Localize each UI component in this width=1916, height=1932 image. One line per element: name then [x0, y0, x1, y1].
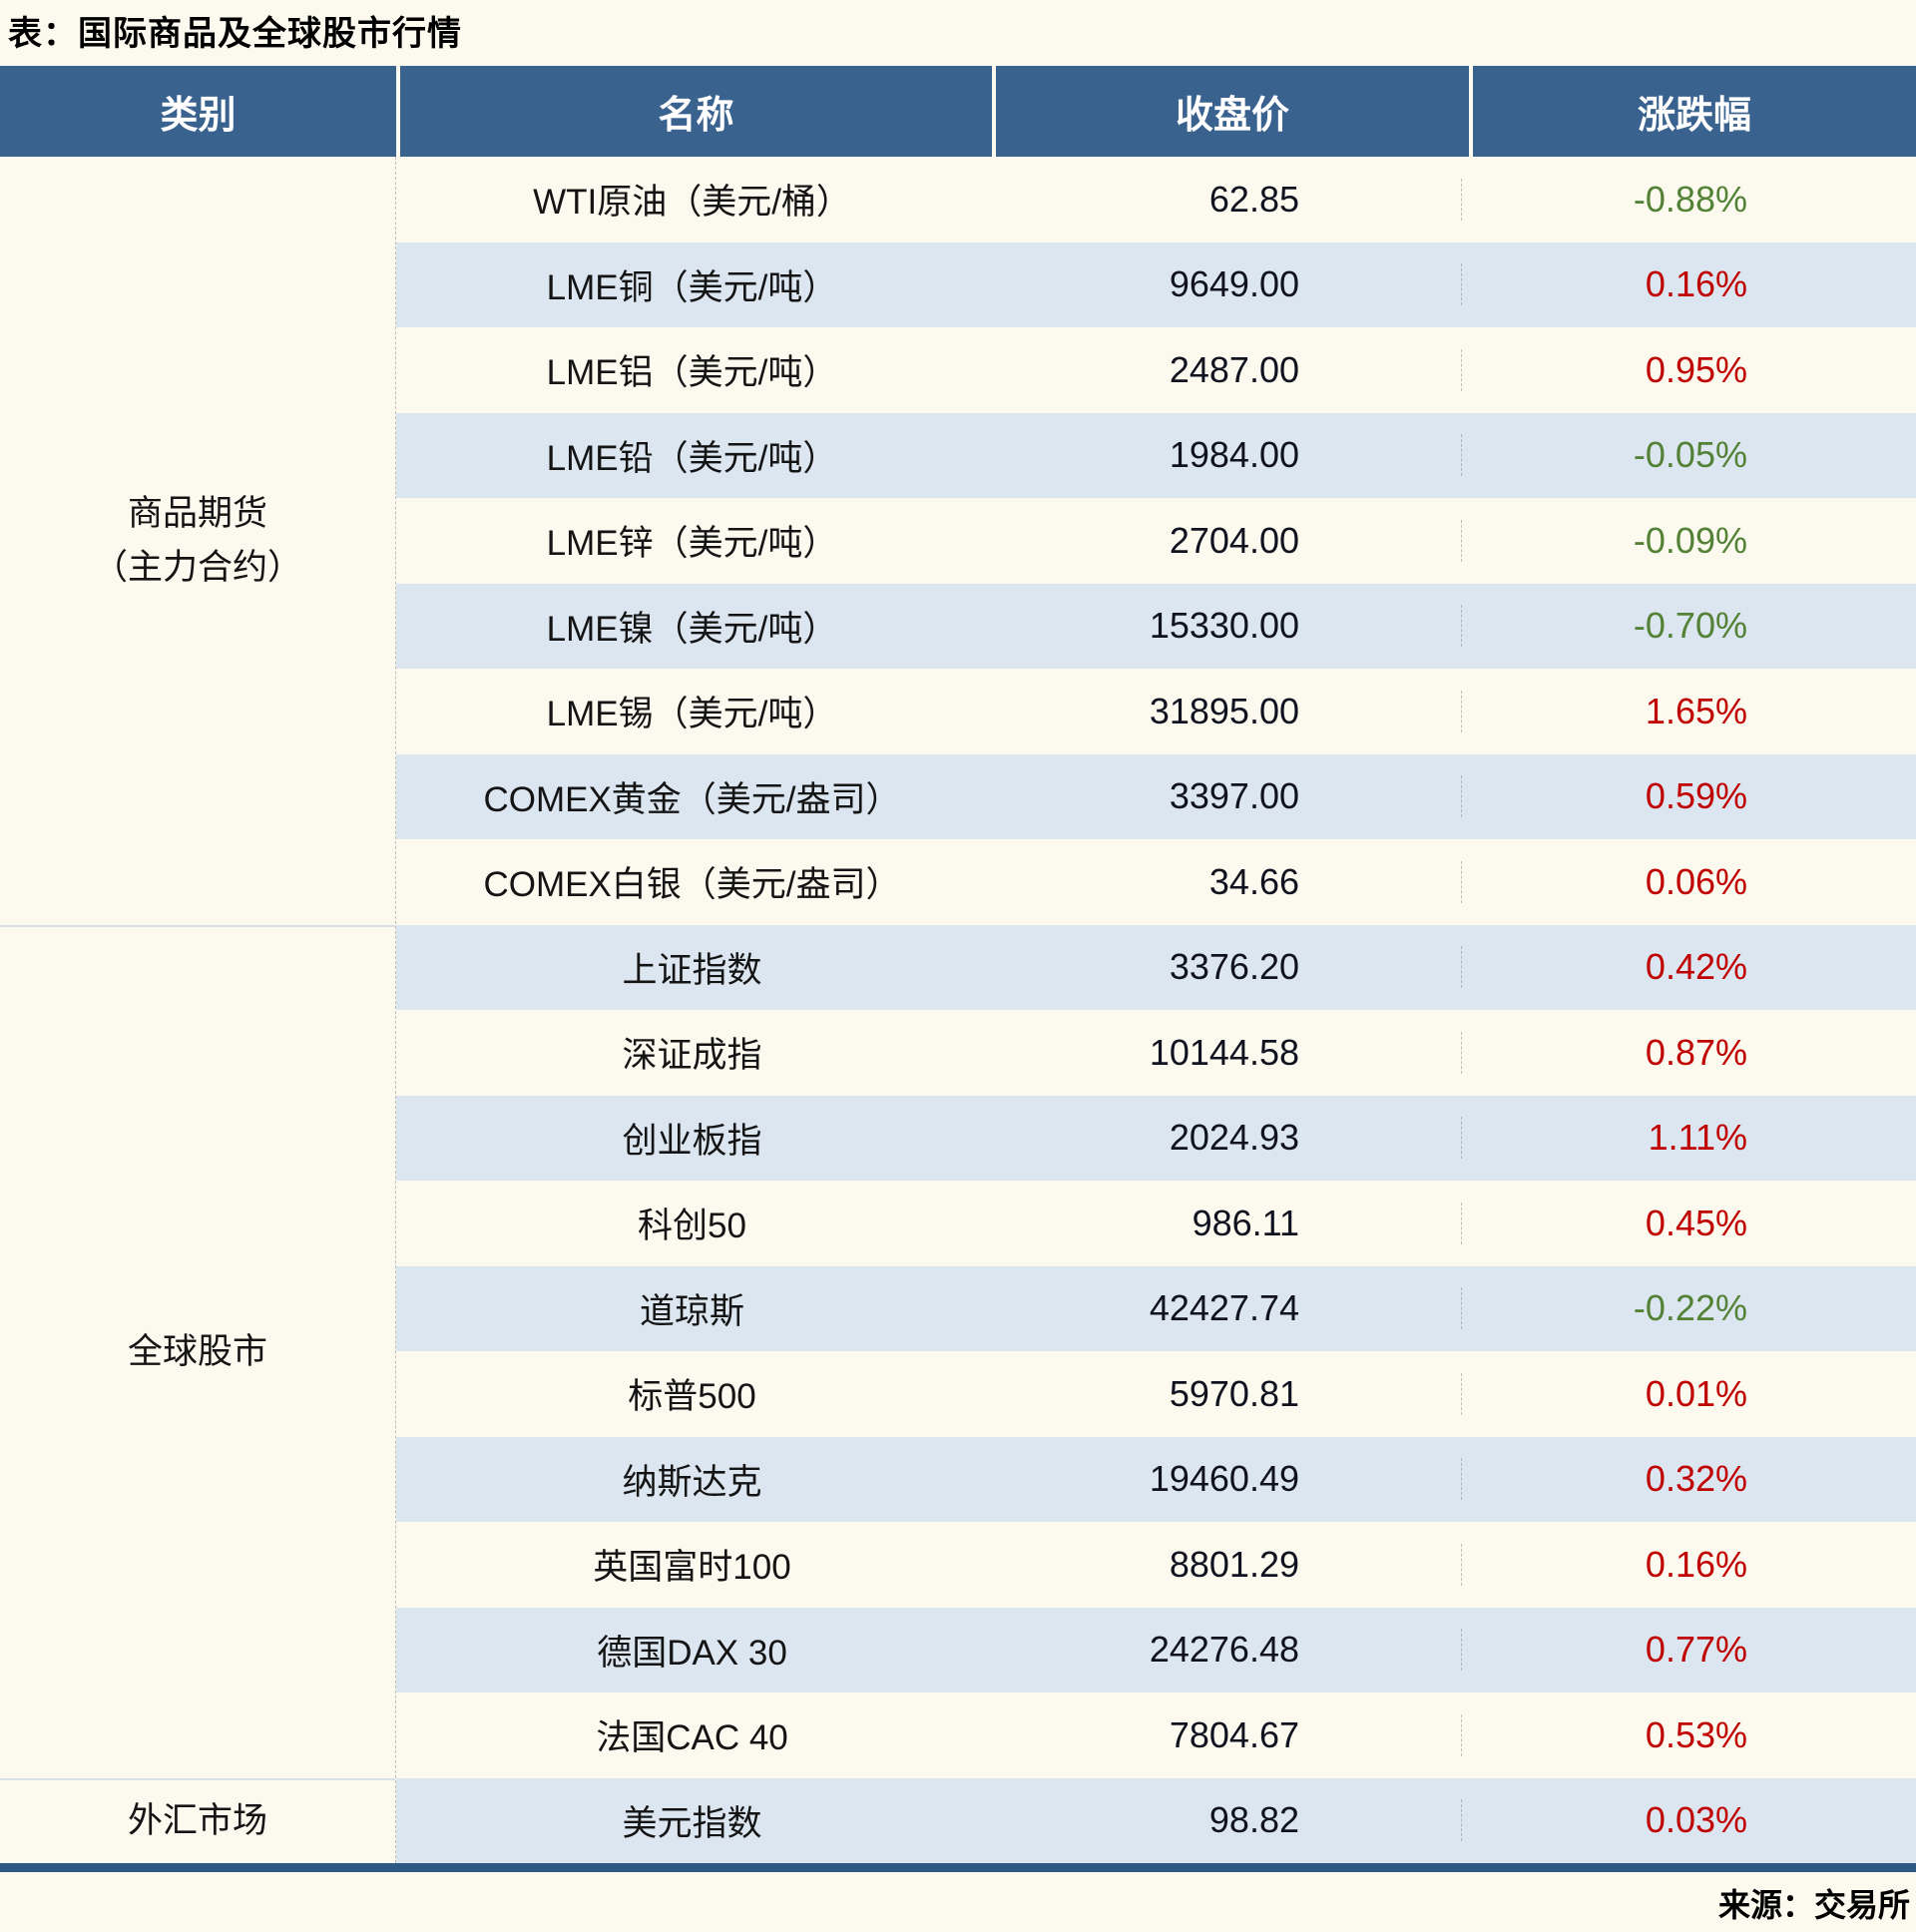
close-cell: 2487.00 [1169, 348, 1299, 390]
table-row: LME锡（美元/吨） 31895.00 1.65% [396, 669, 1916, 754]
change-cell: -0.70% [1461, 605, 1916, 648]
table-row: LME锌（美元/吨） 2704.00 -0.09% [396, 498, 1916, 584]
name-cell: 美元指数 [622, 1803, 762, 1843]
change-cell: -0.05% [1461, 434, 1916, 477]
close-cell: 986.11 [1192, 1202, 1299, 1243]
table-row: LME镍（美元/吨） 15330.00 -0.70% [396, 583, 1916, 669]
change-cell: 0.06% [1461, 860, 1916, 903]
table-row: LME铅（美元/吨） 1984.00 -0.05% [396, 412, 1916, 498]
close-cell: 62.85 [1208, 178, 1299, 220]
table-row: 深证成指 10144.58 0.87% [396, 1010, 1916, 1096]
change-cell: -0.88% [1461, 178, 1916, 221]
close-cell: 2704.00 [1169, 519, 1299, 561]
header-category: 类别 [0, 66, 396, 157]
table-row: COMEX白银（美元/盎司） 34.66 0.06% [396, 839, 1916, 925]
category-column: 商品期货 （主力合约） 全球股市 外汇市场 [0, 157, 396, 1863]
data-rows-column: WTI原油（美元/桶） 62.85 -0.88% LME铜（美元/吨） 9649… [396, 157, 1916, 1863]
close-cell: 98.82 [1208, 1799, 1299, 1841]
close-cell: 8801.29 [1169, 1543, 1299, 1585]
change-cell: 0.16% [1461, 263, 1916, 306]
close-cell: 15330.00 [1149, 605, 1299, 647]
page-title: 表：国际商品及全球股市行情 [8, 15, 462, 53]
name-cell: COMEX黄金（美元/盎司） [483, 779, 901, 819]
header-close: 收盘价 [996, 66, 1469, 157]
name-cell: 上证指数 [622, 950, 762, 990]
category-label-line1: 商品期货 [127, 493, 267, 533]
change-cell: 1.65% [1461, 690, 1916, 732]
table-row: 道琼斯 42427.74 -0.22% [396, 1265, 1916, 1351]
close-cell: 31895.00 [1149, 690, 1299, 731]
change-cell: 0.01% [1461, 1372, 1916, 1415]
close-cell: 42427.74 [1149, 1287, 1299, 1329]
name-cell: COMEX白银（美元/盎司） [483, 865, 901, 905]
header-name: 名称 [400, 66, 992, 157]
table-row: 标普500 5970.81 0.01% [396, 1351, 1916, 1437]
category-global-stocks: 全球股市 [0, 924, 395, 1778]
name-cell: LME铅（美元/吨） [546, 438, 838, 478]
table-row: 德国DAX 30 24276.48 0.77% [396, 1607, 1916, 1692]
change-cell: 0.87% [1461, 1031, 1916, 1074]
name-cell: LME铝（美元/吨） [546, 353, 838, 393]
table-row: 美元指数 98.82 0.03% [396, 1777, 1916, 1863]
close-cell: 10144.58 [1149, 1031, 1299, 1073]
table-row: 纳斯达克 19460.49 0.32% [396, 1436, 1916, 1522]
change-cell: 0.77% [1461, 1629, 1916, 1672]
name-cell: WTI原油（美元/桶） [533, 183, 851, 223]
category-fx-market: 外汇市场 [0, 1777, 395, 1864]
name-cell: 德国DAX 30 [597, 1633, 787, 1673]
name-cell: 深证成指 [622, 1036, 762, 1076]
table-row: 英国富时100 8801.29 0.16% [396, 1522, 1916, 1608]
source-note: 来源：交易所 [1717, 1887, 1910, 1923]
table-row: COMEX黄金（美元/盎司） 3397.00 0.59% [396, 753, 1916, 839]
name-cell: 科创50 [638, 1207, 746, 1246]
category-label-line1: 全球股市 [127, 1331, 267, 1371]
close-cell: 5970.81 [1169, 1372, 1299, 1414]
table-body: 商品期货 （主力合约） 全球股市 外汇市场 WTI原油（美元/桶） 62.85 … [0, 157, 1916, 1863]
name-cell: 法国CAC 40 [596, 1718, 788, 1758]
change-cell: 0.45% [1461, 1202, 1916, 1244]
close-cell: 19460.49 [1149, 1458, 1299, 1500]
category-commodity-futures: 商品期货 （主力合约） [0, 157, 395, 925]
change-cell: 0.53% [1461, 1713, 1916, 1756]
table-row: 法国CAC 40 7804.67 0.53% [396, 1692, 1916, 1778]
close-cell: 3376.20 [1169, 946, 1299, 988]
name-cell: LME铜（美元/吨） [546, 267, 838, 307]
category-label-line2: （主力合约） [92, 547, 302, 587]
close-cell: 1984.00 [1169, 434, 1299, 476]
close-cell: 9649.00 [1169, 263, 1299, 305]
table-row: LME铝（美元/吨） 2487.00 0.95% [396, 327, 1916, 413]
table-header-row: 类别 名称 收盘价 涨跌幅 [0, 66, 1916, 157]
change-cell: 0.16% [1461, 1543, 1916, 1586]
market-table: 类别 名称 收盘价 涨跌幅 商品期货 （主力合约） 全球股市 外汇市场 WTI原… [0, 66, 1916, 1863]
change-cell: -0.09% [1461, 519, 1916, 562]
name-cell: LME锡（美元/吨） [546, 695, 838, 734]
close-cell: 24276.48 [1149, 1629, 1299, 1671]
name-cell: 标普500 [628, 1377, 756, 1417]
change-cell: -0.22% [1461, 1287, 1916, 1330]
category-label-line1: 外汇市场 [127, 1801, 267, 1841]
close-cell: 2024.93 [1169, 1117, 1299, 1159]
table-row: 科创50 986.11 0.45% [396, 1181, 1916, 1266]
table-row: WTI原油（美元/桶） 62.85 -0.88% [396, 157, 1916, 242]
table-bottom-border [0, 1863, 1916, 1872]
change-cell: 0.59% [1461, 775, 1916, 818]
table-row: LME铜（美元/吨） 9649.00 0.16% [396, 242, 1916, 327]
name-cell: 创业板指 [622, 1121, 762, 1161]
change-cell: 0.42% [1461, 946, 1916, 989]
table-row: 创业板指 2024.93 1.11% [396, 1095, 1916, 1181]
close-cell: 7804.67 [1169, 1713, 1299, 1755]
change-cell: 0.03% [1461, 1799, 1916, 1842]
name-cell: 道琼斯 [639, 1291, 744, 1331]
table-row: 上证指数 3376.20 0.42% [396, 924, 1916, 1010]
change-cell: 0.95% [1461, 348, 1916, 391]
close-cell: 3397.00 [1169, 775, 1299, 817]
change-cell: 0.32% [1461, 1458, 1916, 1501]
name-cell: LME锌（美元/吨） [546, 524, 838, 564]
close-cell: 34.66 [1208, 860, 1299, 902]
name-cell: 纳斯达克 [622, 1462, 762, 1502]
change-cell: 1.11% [1461, 1117, 1916, 1160]
header-change: 涨跌幅 [1473, 66, 1916, 157]
name-cell: LME镍（美元/吨） [546, 609, 838, 649]
name-cell: 英国富时100 [593, 1548, 791, 1588]
